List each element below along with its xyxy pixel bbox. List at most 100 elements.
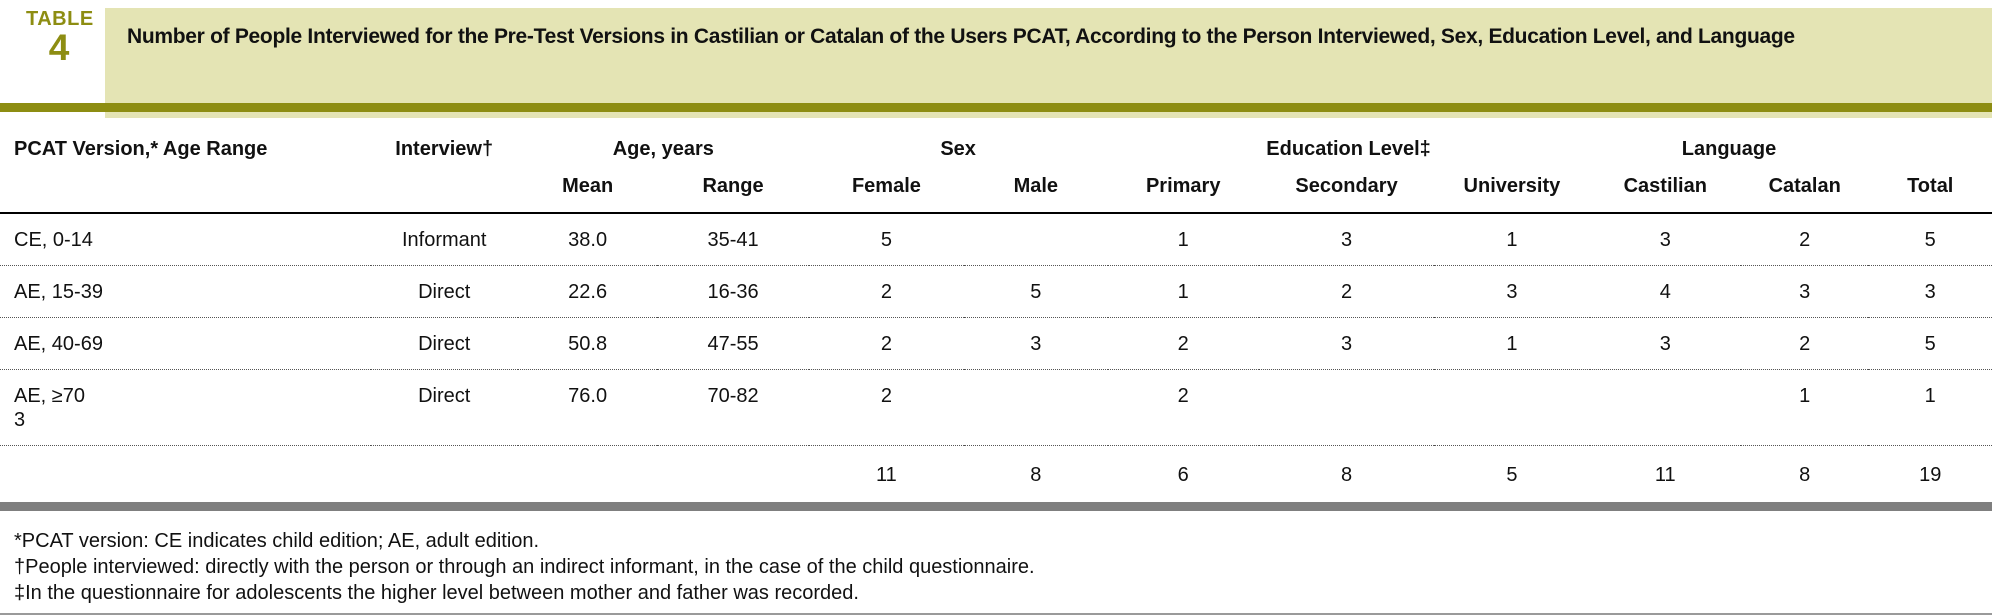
cell-sex-female: 2 [808, 265, 965, 318]
table-row: AE, 40-69 Direct 50.8 47-55 2 3 2 3 1 3 … [0, 317, 1992, 370]
totals-version [0, 445, 371, 511]
cell-sex-female: 2 [808, 317, 965, 370]
totals-edu-university: 5 [1434, 445, 1590, 511]
subheader-catalan: Catalan [1740, 163, 1869, 214]
header-education-level: Education Level‡ [1266, 138, 1431, 160]
subheader-empty-interview [370, 163, 518, 214]
cell-version: AE, 15-39 [0, 265, 371, 318]
footnote-pcat-version: *PCAT version: CE indicates child editio… [14, 530, 540, 552]
subheader-male: Male [964, 163, 1108, 214]
cell-total: 5 [1868, 213, 1992, 266]
cell-sex-male: 5 [964, 265, 1108, 318]
bottom-rule [0, 613, 1992, 615]
header-sex: Sex [940, 138, 976, 160]
table-row: AE, ≥70 3 Direct 76.0 70-82 2 2 1 1 [0, 369, 1992, 446]
cell-lang-catalan: 3 [1740, 265, 1869, 318]
title-banner: Number of People Interviewed for the Pre… [105, 8, 1992, 118]
footnote-education: ‡In the questionnaire for adolescents th… [14, 582, 859, 604]
cell-edu-primary: 1 [1107, 265, 1259, 318]
subheader-mean: Mean [517, 163, 658, 214]
totals-edu-secondary: 8 [1258, 445, 1435, 511]
table-label-word: TABLE [26, 8, 94, 30]
totals-age-range [657, 445, 809, 511]
header-age-years: Age, years [612, 138, 714, 160]
cell-sex-male [964, 213, 1108, 266]
sub-header-row: Mean Range Female Male Primary Secondary… [0, 163, 1992, 214]
header-interview: Interview† [395, 138, 494, 160]
subheader-secondary: Secondary [1258, 163, 1435, 214]
cell-lang-catalan: 1 [1740, 369, 1869, 446]
cell-version-line1: AE, 15-39 [14, 281, 103, 303]
cell-age-range: 16-36 [657, 265, 809, 318]
footnote-interview: †People interviewed: directly with the p… [14, 556, 1035, 578]
cell-age-mean: 22.6 [517, 265, 658, 318]
totals-lang-catalan: 8 [1740, 445, 1869, 511]
cell-version-line2: 3 [14, 409, 26, 431]
header-language: Language [1681, 138, 1777, 160]
cell-edu-university: 3 [1434, 265, 1590, 318]
header-pcat-version-age-range: PCAT Version,* Age Range [14, 138, 268, 160]
table-label-number: 4 [48, 27, 70, 68]
subheader-university: University [1434, 163, 1590, 214]
cell-age-range: 70-82 [657, 369, 809, 446]
cell-total: 3 [1868, 265, 1992, 318]
cell-age-mean: 50.8 [517, 317, 658, 370]
cell-age-mean: 76.0 [517, 369, 658, 446]
table-row: AE, 15-39 Direct 22.6 16-36 2 5 1 2 3 4 … [0, 265, 1992, 318]
cell-edu-university [1434, 369, 1590, 446]
cell-version-line1: AE, 40-69 [14, 333, 103, 355]
cell-edu-university: 1 [1434, 213, 1590, 266]
totals-row: 11 8 6 8 5 11 8 19 [0, 445, 1992, 511]
cell-interview: Direct [370, 369, 518, 446]
cell-edu-university: 1 [1434, 317, 1590, 370]
subheader-primary: Primary [1107, 163, 1259, 214]
header-spacer [1868, 118, 1992, 163]
cell-interview: Informant [370, 213, 518, 266]
cell-lang-castilian: 4 [1589, 265, 1741, 318]
cell-edu-primary: 1 [1107, 213, 1259, 266]
cell-lang-castilian: 3 [1589, 213, 1741, 266]
cell-version: AE, 40-69 [0, 317, 371, 370]
cell-age-range: 47-55 [657, 317, 809, 370]
totals-interview [370, 445, 518, 511]
totals-sex-male: 8 [964, 445, 1108, 511]
cell-age-range: 35-41 [657, 213, 809, 266]
totals-age-mean [517, 445, 658, 511]
totals-sex-female: 11 [808, 445, 965, 511]
cell-total: 5 [1868, 317, 1992, 370]
table-label: TABLE 4 [26, 8, 94, 68]
table-header: Number of People Interviewed for the Pre… [0, 0, 1992, 118]
cell-version: AE, ≥70 3 [0, 369, 371, 446]
cell-total: 1 [1868, 369, 1992, 446]
data-table: PCAT Version,* Age Range Interview† Age,… [0, 118, 1992, 511]
table-title: Number of People Interviewed for the Pre… [127, 25, 1795, 48]
cell-lang-castilian: 3 [1589, 317, 1741, 370]
cell-edu-primary: 2 [1107, 317, 1259, 370]
totals-total: 19 [1868, 445, 1992, 511]
cell-sex-male: 3 [964, 317, 1108, 370]
subheader-castilian: Castilian [1589, 163, 1741, 214]
cell-sex-female: 2 [808, 369, 965, 446]
group-header-row: PCAT Version,* Age Range Interview† Age,… [0, 118, 1992, 163]
cell-age-mean: 38.0 [517, 213, 658, 266]
cell-sex-male [964, 369, 1108, 446]
totals-edu-primary: 6 [1107, 445, 1259, 511]
cell-version-line1: AE, ≥70 [14, 385, 86, 407]
header-rule [0, 103, 1992, 112]
subheader-total: Total [1868, 163, 1992, 214]
cell-version: CE, 0-14 [0, 213, 371, 266]
subheader-range: Range [657, 163, 809, 214]
footnotes: *PCAT version: CE indicates child editio… [0, 511, 1992, 606]
cell-lang-catalan: 2 [1740, 317, 1869, 370]
cell-sex-female: 5 [808, 213, 965, 266]
cell-lang-castilian [1589, 369, 1741, 446]
cell-edu-secondary: 3 [1258, 317, 1435, 370]
cell-edu-primary: 2 [1107, 369, 1259, 446]
cell-edu-secondary [1258, 369, 1435, 446]
cell-edu-secondary: 2 [1258, 265, 1435, 318]
cell-interview: Direct [370, 265, 518, 318]
cell-lang-catalan: 2 [1740, 213, 1869, 266]
cell-edu-secondary: 3 [1258, 213, 1435, 266]
subheader-empty-version [0, 163, 371, 214]
